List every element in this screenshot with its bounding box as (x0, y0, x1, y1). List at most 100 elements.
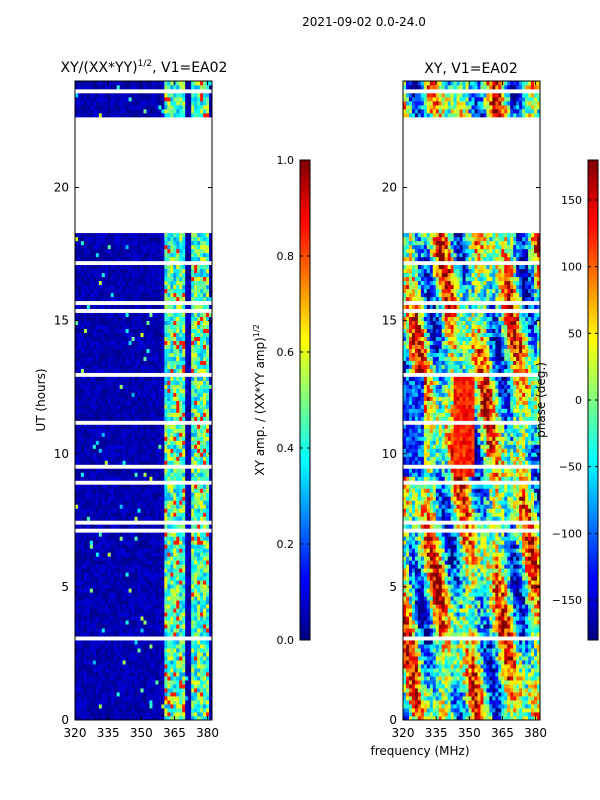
heatmap-cell (116, 252, 121, 258)
heatmap-cell (200, 340, 204, 345)
heatmap-cell (146, 624, 150, 629)
heatmap-cell (122, 276, 127, 282)
heatmap-cell (86, 540, 91, 545)
heatmap-cell (80, 572, 85, 577)
heatmap-cell (128, 352, 132, 357)
heatmap-cell (113, 496, 118, 501)
heatmap-cell (92, 664, 97, 669)
heatmap-cell (83, 596, 88, 601)
heatmap-cell (92, 472, 97, 477)
heatmap-cell (80, 460, 85, 465)
heatmap-cell (131, 644, 135, 649)
heatmap-cell (188, 580, 192, 585)
heatmap-cell (125, 712, 130, 717)
heatmap-cell (128, 620, 132, 625)
heatmap-cell (83, 336, 88, 341)
heatmap-cell (107, 588, 112, 593)
heatmap-cell (104, 484, 109, 489)
heatmap-cell (119, 660, 124, 665)
heatmap-cell (77, 288, 82, 294)
heatmap-cell (83, 440, 88, 445)
heatmap-cell (191, 472, 195, 477)
heatmap-cell (149, 336, 153, 341)
heatmap-cell (170, 548, 174, 553)
heatmap-cell (128, 624, 132, 629)
heatmap-cell (128, 496, 132, 501)
heatmap-cell (131, 404, 135, 409)
heatmap-cell (125, 612, 130, 617)
heatmap-cell (149, 380, 153, 385)
heatmap-cell (149, 396, 153, 401)
heatmap-cell (179, 444, 183, 449)
heatmap-cell (155, 604, 159, 609)
heatmap-cell (194, 608, 198, 613)
heatmap-cell (203, 572, 207, 577)
heatmap-cell (134, 388, 138, 393)
heatmap-cell (203, 332, 207, 337)
heatmap-cell (179, 556, 183, 561)
heatmap-cell (149, 316, 153, 322)
heatmap-cell (146, 548, 150, 553)
heatmap-cell (116, 448, 121, 453)
heatmap-cell (200, 456, 204, 461)
heatmap-cell (128, 556, 132, 561)
heatmap-cell (98, 256, 103, 262)
heatmap-cell (149, 484, 153, 489)
heatmap-cell (173, 568, 177, 573)
heatmap-cell (107, 544, 112, 549)
heatmap-cell (119, 284, 124, 290)
heatmap-cell (122, 384, 127, 389)
heatmap-cell (92, 412, 97, 417)
heatmap-cell (131, 584, 135, 589)
heatmap-cell (128, 428, 132, 433)
heatmap-cell (164, 248, 168, 254)
heatmap-cell (101, 532, 106, 537)
heatmap-cell (173, 272, 177, 278)
heatmap-cell (75, 272, 79, 278)
heatmap-cell (107, 324, 112, 330)
heatmap-cell (104, 408, 109, 413)
heatmap-cell (188, 424, 192, 429)
heatmap-cell (158, 328, 162, 333)
heatmap-cell (179, 568, 183, 573)
heatmap-cell (89, 392, 94, 397)
heatmap-cell (101, 584, 106, 589)
heatmap-cell (203, 360, 207, 365)
heatmap-cell (134, 336, 138, 341)
heatmap-cell (152, 596, 156, 601)
heatmap-cell (128, 264, 132, 270)
heatmap-cell (128, 472, 132, 477)
heatmap-cell (170, 540, 174, 545)
heatmap-cell (113, 516, 118, 521)
heatmap-cell (92, 360, 97, 365)
heatmap-cell (155, 316, 159, 322)
heatmap-cell (167, 292, 171, 298)
heatmap-cell (98, 348, 103, 353)
heatmap-cell (161, 472, 165, 477)
heatmap-cell (143, 592, 147, 597)
heatmap-cell (113, 716, 118, 720)
heatmap-cell (194, 328, 198, 333)
heatmap-cell (83, 256, 88, 262)
heatmap-cell (188, 516, 192, 521)
heatmap-cell (110, 436, 115, 441)
heatmap-cell (137, 252, 141, 258)
heatmap-cell (188, 468, 192, 473)
heatmap-cell (143, 532, 147, 537)
heatmap-cell (107, 460, 112, 465)
heatmap-cell (179, 508, 183, 513)
heatmap-cell (161, 304, 165, 310)
heatmap-cell (128, 548, 132, 553)
heatmap-cell (164, 500, 168, 505)
heatmap-cell (194, 648, 198, 653)
heatmap-cell (95, 492, 100, 497)
heatmap-cell (200, 632, 204, 637)
heatmap-cell (155, 676, 159, 681)
heatmap-cell (194, 412, 198, 417)
heatmap-cell (125, 524, 130, 529)
heatmap-cell (182, 596, 186, 601)
heatmap-cell (200, 600, 204, 605)
heatmap-cell (113, 552, 118, 557)
heatmap-cell (149, 468, 153, 473)
